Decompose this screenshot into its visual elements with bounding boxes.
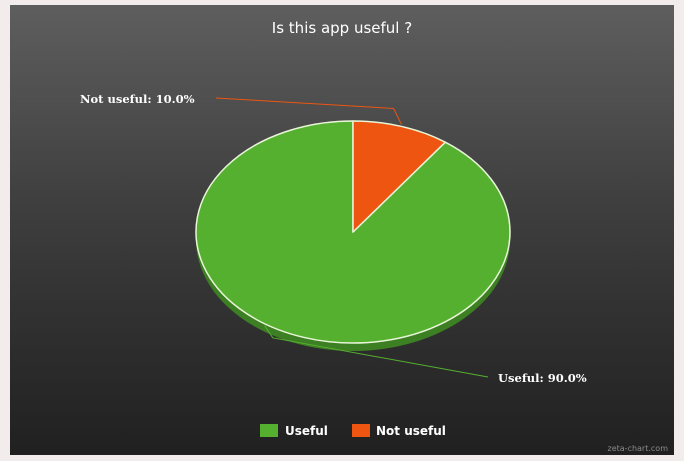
chart-title: Is this app useful ? xyxy=(272,19,412,37)
legend-swatch-useful[interactable] xyxy=(260,424,278,437)
credit-text: zeta-chart.com xyxy=(608,444,669,453)
leader-line-useful xyxy=(264,325,489,378)
data-label-not-useful: Not useful: 10.0% xyxy=(80,92,195,106)
pie-group xyxy=(195,120,511,351)
leader-line-not-useful xyxy=(215,97,402,125)
legend-item-useful[interactable]: Useful xyxy=(285,424,328,438)
legend-swatch-not-useful[interactable] xyxy=(352,424,370,437)
pie-chart: Is this app useful ? Useful: 90.0% Not u… xyxy=(80,19,669,453)
chart-frame: Is this app useful ? Useful: 90.0% Not u… xyxy=(10,5,674,455)
pie-slice-not-useful[interactable] xyxy=(352,120,447,233)
data-label-useful: Useful: 90.0% xyxy=(498,371,587,385)
legend-item-not-useful[interactable]: Not useful xyxy=(376,424,446,438)
legend: Useful Not useful xyxy=(260,424,446,438)
